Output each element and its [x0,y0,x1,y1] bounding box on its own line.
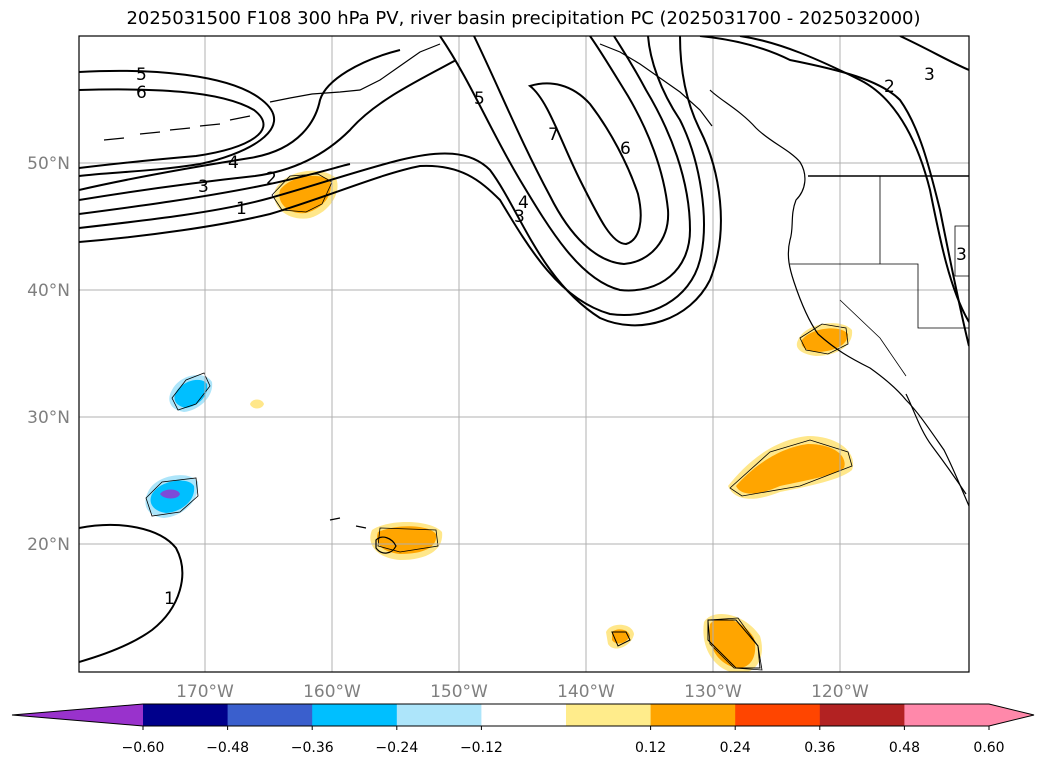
map-panel: 5 6 4 3 2 1 5 7 6 4 3 2 3 3 1 [78,35,970,673]
colorbar-segment [312,704,398,726]
contour-label: 5 [136,65,147,85]
colorbar-extend-high [989,704,1034,726]
contour-label: 3 [198,177,209,197]
latitude-labels: 50°N 40°N 30°N 20°N [27,154,70,555]
lon-label: 130°W [684,682,742,702]
contour-label: 2 [884,77,895,97]
lat-label: 40°N [27,281,70,301]
lat-label: 30°N [27,408,70,428]
pv-contours [79,36,969,663]
contour-label: 2 [266,169,277,189]
pv-contour-labels: 5 6 4 3 2 1 5 7 6 4 3 2 3 3 1 [136,65,967,609]
map-background [79,36,969,672]
colorbar-tick-label: −0.24 [375,740,418,756]
colorbar-segment [143,704,229,726]
contour-label: 1 [236,199,247,219]
colorbar-tick-label: 0.24 [720,740,751,756]
colorbar-segment [735,704,821,726]
contour-label: 5 [474,89,485,109]
lon-label: 120°W [811,682,869,702]
precip-shading [145,170,854,672]
lon-label: 150°W [430,682,488,702]
colorbar-extend-low [12,704,143,726]
map-frame [78,35,970,673]
colorbar-tick-label: −0.48 [206,740,249,756]
contour-label: 3 [956,245,967,265]
contour-label: 7 [548,125,559,145]
lon-label: 170°W [176,682,234,702]
map-title: 2025031500 F108 300 hPa PV, river basin … [126,8,921,29]
colorbar-tick-label: 0.36 [804,740,835,756]
colorbar-tick-label: 0.60 [973,740,1004,756]
coastlines [103,43,969,669]
colorbar-tick-label: 0.48 [889,740,920,756]
colorbar-segment [481,704,567,726]
contour-label: 6 [620,139,631,159]
colorbar-tick-label: −0.12 [460,740,503,756]
contour-label: 6 [136,83,147,103]
lon-label: 140°W [557,682,615,702]
precip-anomaly-positive-2 [250,399,264,409]
colorbar-segment [227,704,313,726]
contour-label: 1 [164,589,175,609]
precip-anomaly-negative-1 [169,372,213,412]
contour-label: 3 [514,207,525,227]
colorbar-segment [396,704,482,726]
colorbar-segment [650,704,736,726]
graticule [79,36,969,672]
contour-label: 3 [924,65,935,85]
lat-label: 50°N [27,154,70,174]
colorbar-tick-label: −0.36 [291,740,334,756]
colorbar: −0.60 −0.48 −0.36 −0.24 −0.12 0.12 0.24 0.36 0.4… [11,703,1035,756]
lon-label: 160°W [303,682,361,702]
lat-label: 20°N [27,535,70,555]
precip-anomaly-positive-3 [370,521,443,560]
colorbar-segment [566,704,652,726]
precip-anomaly-negative-2 [145,475,199,518]
colorbar-tick-label: −0.60 [122,740,165,756]
colorbar-segment [819,704,905,726]
colorbar-tick-label: 0.12 [635,740,666,756]
contour-label: 4 [228,153,239,173]
precip-anomaly-positive-6 [728,436,854,499]
colorbar-segment [904,704,990,726]
longitude-labels: 170°W 160°W 150°W 140°W 130°W 120°W [176,682,869,702]
contour-label: 4 [518,193,529,213]
precip-anomaly-positive-5 [703,614,763,672]
